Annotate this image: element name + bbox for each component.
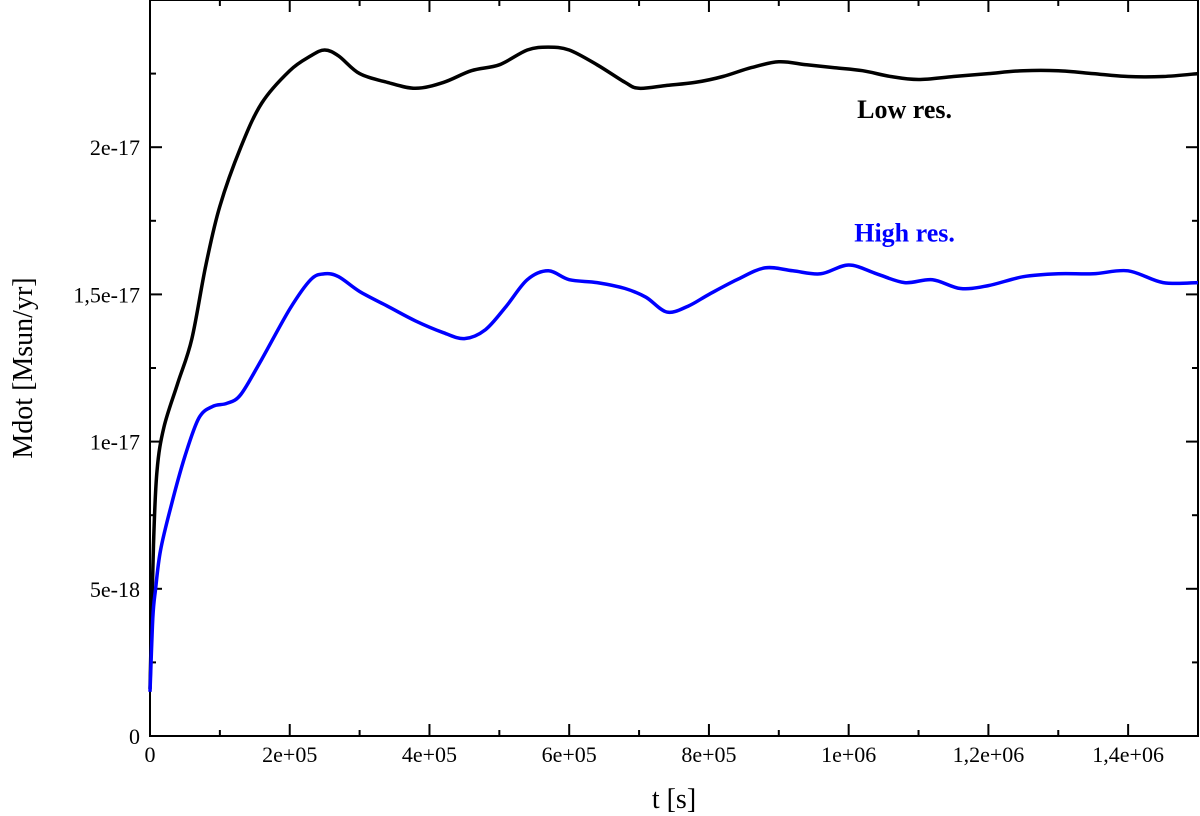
y-tick-label: 1,5e-17 [73, 282, 140, 307]
series-line-low-res [148, 45, 1199, 689]
x-tick-label: 8e+05 [681, 742, 736, 767]
x-tick-label: 1,4e+06 [1092, 742, 1164, 767]
y-tick-label: 5e-18 [90, 577, 140, 602]
series-line-high-res [148, 263, 1199, 692]
x-tick-label: 4e+05 [402, 742, 457, 767]
x-tick-label: 6e+05 [542, 742, 597, 767]
plot-frame [149, 0, 1199, 737]
y-axis: 0 5e-18 1e-17 1,5e-17 2e-17 [73, 72, 1198, 749]
series-label: High res. [854, 218, 955, 247]
y-tick-label: 0 [129, 724, 140, 749]
x-tick-label: 2e+05 [262, 742, 317, 767]
x-axis: 0 2e+05 4e+05 6e+05 8e+05 1e+06 1,2e+06 1,4e+06 [145, 0, 1164, 767]
y-tick-label: 2e-17 [90, 135, 140, 160]
x-tick-label: 1e+06 [821, 742, 876, 767]
series-group [148, 45, 1199, 692]
x-tick-label: 1,2e+06 [953, 742, 1025, 767]
x-axis-label: t [s] [652, 784, 696, 815]
y-tick-label: 1e-17 [90, 430, 140, 455]
annotations: Low res. High res. [854, 95, 955, 248]
y-axis-label: Mdot [Msun/yr] [8, 277, 39, 458]
x-tick-label: 0 [145, 742, 156, 767]
series-label: Low res. [857, 95, 952, 124]
